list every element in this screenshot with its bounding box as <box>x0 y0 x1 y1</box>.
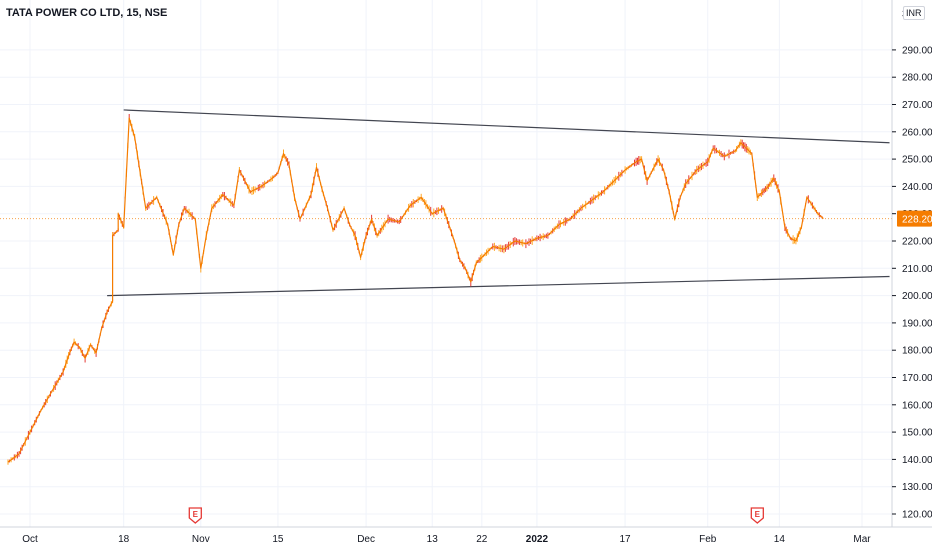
x-tick-label: Feb <box>699 534 717 545</box>
time-axis[interactable]: Oct 18 Nov 15 Dec 13 22 2022 17 Feb 14 Mar <box>22 534 871 545</box>
y-tick-label: 180.00 <box>902 346 932 357</box>
last-price-label: 228.20 <box>902 215 932 226</box>
y-tick-label: 140.00 <box>902 455 932 466</box>
y-tick-label: 130.00 <box>902 482 932 493</box>
last-price-badge[interactable] <box>897 210 932 227</box>
x-tick-label: Mar <box>853 534 871 545</box>
price-line[interactable] <box>7 117 824 463</box>
price-axis[interactable]: 120.00 130.00 140.00 150.00 160.00 170.00 180.… <box>892 9 932 521</box>
x-tick-label: 22 <box>476 534 488 545</box>
earnings-marker-label: E <box>193 510 199 519</box>
x-tick-label: Nov <box>192 534 210 545</box>
y-tick-label: 120.00 <box>902 510 932 521</box>
y-tick-label: 260.00 <box>902 127 932 138</box>
x-tick-label: 2022 <box>526 534 549 545</box>
y-tick-label: 220.00 <box>902 237 932 248</box>
upper-trendline[interactable] <box>123 109 890 144</box>
earnings-marker[interactable]: E <box>750 507 764 524</box>
currency-badge[interactable]: INR <box>903 6 925 20</box>
earnings-marker-label: E <box>755 510 761 519</box>
price-series[interactable] <box>7 114 824 465</box>
y-tick-label: 200.00 <box>902 291 932 302</box>
x-tick-label: 18 <box>118 534 130 545</box>
y-tick-label: 240.00 <box>902 182 932 193</box>
x-tick-label: Oct <box>22 534 38 545</box>
x-tick-label: 17 <box>620 534 632 545</box>
y-tick-label: 270.00 <box>902 100 932 111</box>
y-tick-label: 250.00 <box>902 155 932 166</box>
y-tick-label: 160.00 <box>902 400 932 411</box>
y-tick-label: 170.00 <box>902 373 932 384</box>
y-tick-label: 290.00 <box>902 45 932 56</box>
y-tick-label: 150.00 <box>902 428 932 439</box>
y-tick-label: 210.00 <box>902 264 932 275</box>
symbol-title: TATA POWER CO LTD, 15, NSE <box>6 7 168 19</box>
earnings-marker[interactable]: E <box>188 507 202 524</box>
earnings-marker-shape <box>188 507 202 524</box>
x-tick-label: 13 <box>427 534 439 545</box>
y-tick-label: 280.00 <box>902 73 932 84</box>
trendlines[interactable] <box>107 109 890 297</box>
x-tick-label: 14 <box>774 534 786 545</box>
earnings-marker-shape <box>750 507 764 524</box>
y-tick-label: 190.00 <box>902 318 932 329</box>
x-tick-label: 15 <box>272 534 284 545</box>
grid <box>0 0 892 527</box>
lower-trendline[interactable] <box>107 275 890 297</box>
x-tick-label: Dec <box>357 534 375 545</box>
